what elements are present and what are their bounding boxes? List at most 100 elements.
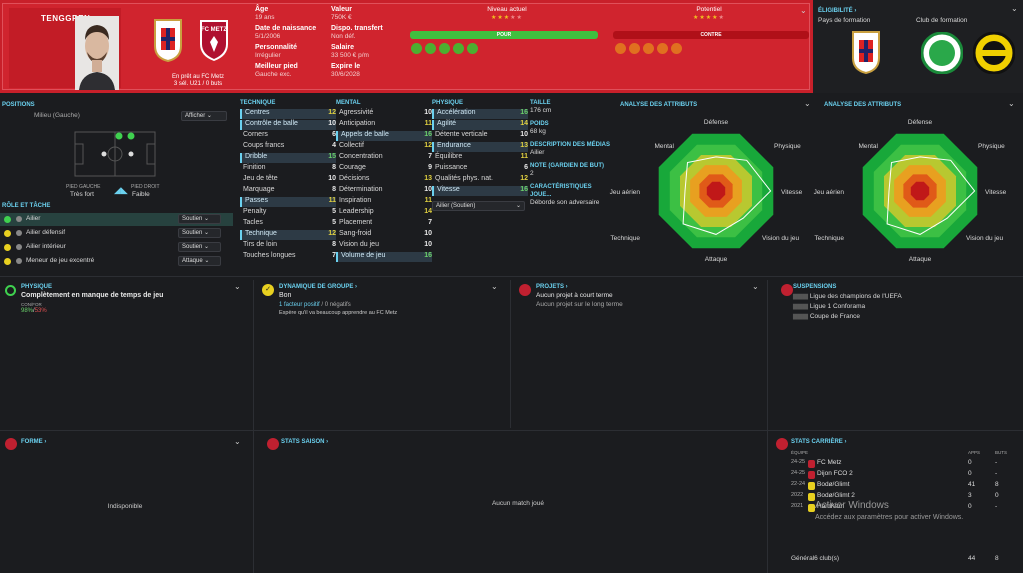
technique-attr-row[interactable]: Tirs de loin 8 xyxy=(240,241,336,251)
windows-watermark-text: Accédez aux paramètres pour activer Wind… xyxy=(815,514,964,521)
radar-chevron-icon[interactable]: ⌄ xyxy=(1008,99,1015,108)
attr-value: 8 xyxy=(332,186,336,193)
trait-icon[interactable] xyxy=(467,43,478,54)
technique-attr-row[interactable]: Penalty 5 xyxy=(240,208,336,218)
mental-attr-row[interactable]: Anticipation 11 xyxy=(336,120,432,130)
physique-attr-row[interactable]: Équilibre 11 xyxy=(432,153,528,163)
trait-icon[interactable] xyxy=(629,43,640,54)
eligibility-chevron-icon[interactable]: ⌄ xyxy=(1011,4,1018,13)
attr-name: Qualités phys. nat. xyxy=(435,175,493,182)
radar-chevron-icon[interactable]: ⌄ xyxy=(804,99,811,108)
attr-name: Puissance xyxy=(435,164,468,171)
trait-icon[interactable] xyxy=(643,43,654,54)
career-title[interactable]: STATS CARRIÈRE › xyxy=(791,439,847,445)
player-header: TENGGREN FC METZ En prêt au FC Metz 3 sé… xyxy=(0,0,813,93)
technique-attr-row[interactable]: Contrôle de balle 10 xyxy=(240,120,336,130)
projects-title[interactable]: PROJETS › xyxy=(536,284,568,290)
mental-attr-row[interactable]: Sang-froid 10 xyxy=(336,230,432,240)
duty-dropdown[interactable]: Soutien ⌄ xyxy=(178,214,221,224)
club-badge-icon xyxy=(808,482,815,490)
role-row[interactable]: Ailier défensif Soutien ⌄ xyxy=(0,228,233,240)
duty-label: Soutien xyxy=(182,244,203,250)
role-select[interactable]: Ailier (Soutien) ⌄ xyxy=(432,201,525,211)
career-row[interactable]: 22-24 Bodø/Glimt 41 8 xyxy=(771,481,1023,491)
role-row[interactable]: Ailier intérieur Soutien ⌄ xyxy=(0,242,233,254)
group-title[interactable]: DYNAMIQUE DE GROUPE › xyxy=(279,284,358,290)
radar-title: ANALYSE DES ATTRIBUTS xyxy=(620,102,698,108)
technique-attr-row[interactable]: Corners 6 xyxy=(240,131,336,141)
role-suitability-icon xyxy=(4,244,11,251)
career-row[interactable]: 2022 Bodø/Glimt 2 3 0 xyxy=(771,492,1023,502)
technique-attr-row[interactable]: Touches longues 7 xyxy=(240,252,336,262)
duty-dropdown[interactable]: Soutien ⌄ xyxy=(178,242,221,252)
header-chevron-icon[interactable]: ⌄ xyxy=(800,6,807,15)
projects-chevron-icon[interactable]: ⌄ xyxy=(752,282,759,291)
role-row-selected[interactable] xyxy=(0,213,233,226)
technique-attr-row[interactable]: Dribble 15 xyxy=(240,153,336,163)
technique-attr-row[interactable]: Passes 11 xyxy=(240,197,336,207)
role-row[interactable]: Ailier Soutien ⌄ xyxy=(0,214,233,226)
technique-attr-row[interactable]: Marquage 8 xyxy=(240,186,336,196)
radar-axis-label: Vision du jeu xyxy=(966,235,1004,242)
mental-attr-row[interactable]: Décisions 13 xyxy=(336,175,432,185)
birthdate-value: 5/1/2006 xyxy=(255,32,281,40)
suspension-row: ▆▆▆ Coupe de France xyxy=(793,312,902,322)
duty-dropdown[interactable]: Attaque ⌄ xyxy=(178,256,221,266)
radar-panel-2: ANALYSE DES ATTRIBUTS ⌄ Défense Physique Vit… xyxy=(814,97,1023,273)
form-title[interactable]: FORME › xyxy=(21,439,47,445)
physique-attr-row[interactable]: Agilité 14 xyxy=(432,120,528,130)
mental-attr-row[interactable]: Agressivité 10 xyxy=(336,109,432,119)
career-apps: 0 xyxy=(968,503,972,510)
mental-attr-row[interactable]: Appels de balle 16 xyxy=(336,131,432,141)
suspension-row: ▆▆▆ Ligue 1 Conforama xyxy=(793,302,902,312)
trait-icon[interactable] xyxy=(411,43,422,54)
physique-attr-row[interactable]: Vitesse 16 xyxy=(432,186,528,196)
technique-attr-row[interactable]: Tacles 5 xyxy=(240,219,336,229)
physique-attr-row[interactable]: Qualités phys. nat. 12 xyxy=(432,175,528,185)
attr-name: Détente verticale xyxy=(435,131,488,138)
trait-icon[interactable] xyxy=(657,43,668,54)
mental-attr-row[interactable]: Placement 7 xyxy=(336,219,432,229)
traits-label[interactable]: CARACTÉRISTIQUES JOUE... xyxy=(530,184,592,198)
season-title[interactable]: STATS SAISON › xyxy=(281,439,329,445)
trait-icon[interactable] xyxy=(425,43,436,54)
mental-attr-row[interactable]: Leadership 14 xyxy=(336,208,432,218)
physique-attr-row[interactable]: Endurance 13 xyxy=(432,142,528,152)
career-row[interactable]: 24-25 FC Metz 0 - xyxy=(771,459,1023,469)
technique-attr-row[interactable]: Jeu de tête 10 xyxy=(240,175,336,185)
physique-attr-row[interactable]: Détente verticale 10 xyxy=(432,131,528,141)
mental-attr-row[interactable]: Collectif 12 xyxy=(336,142,432,152)
technique-attr-row[interactable]: Finition 8 xyxy=(240,164,336,174)
technique-attr-row[interactable]: Coups francs 4 xyxy=(240,142,336,152)
career-row[interactable]: 24-25 Dijon FCO 2 0 - xyxy=(771,470,1023,480)
group-chevron-icon[interactable]: ⌄ xyxy=(491,282,498,291)
attr-value: 16 xyxy=(520,186,528,193)
mental-attr-row[interactable]: Concentration 7 xyxy=(336,153,432,163)
physique-attr-row[interactable]: Puissance 6 xyxy=(432,164,528,174)
career-goals: 0 xyxy=(995,492,999,499)
mental-attr-row[interactable]: Vision du jeu 10 xyxy=(336,241,432,251)
show-dropdown[interactable]: Afficher ⌄ xyxy=(181,111,227,121)
eligibility-title[interactable]: ÉLIGIBILITÉ › xyxy=(818,8,857,14)
role-row[interactable]: Meneur de jeu excentré Attaque ⌄ xyxy=(0,256,233,268)
physical-chevron-icon[interactable]: ⌄ xyxy=(234,282,241,291)
trait-icon[interactable] xyxy=(671,43,682,54)
suspension-competition: Coupe de France xyxy=(809,313,861,320)
form-chevron-icon[interactable]: ⌄ xyxy=(234,437,241,446)
mental-attr-row[interactable]: Inspiration 11 xyxy=(336,197,432,207)
windows-watermark-title: Activer Windows xyxy=(815,500,889,511)
trait-icon[interactable] xyxy=(439,43,450,54)
attr-value: 11 xyxy=(424,120,432,127)
technique-attr-row[interactable]: Technique 12 xyxy=(240,230,336,240)
divider xyxy=(253,280,254,573)
physique-attr-row[interactable]: Accélération 16 xyxy=(432,109,528,119)
group-neg: / 0 négatifs xyxy=(319,302,351,308)
mental-attr-row[interactable]: Volume de jeu 16 xyxy=(336,252,432,262)
mental-attr-row[interactable]: Courage 9 xyxy=(336,164,432,174)
trait-icon[interactable] xyxy=(615,43,626,54)
trait-icon[interactable] xyxy=(453,43,464,54)
mental-attr-row[interactable]: Détermination 10 xyxy=(336,186,432,196)
duty-dropdown[interactable]: Soutien ⌄ xyxy=(178,228,221,238)
career-row[interactable]: 2021 HamKam 0 - xyxy=(771,503,1023,513)
technique-attr-row[interactable]: Centres 12 xyxy=(240,109,336,119)
